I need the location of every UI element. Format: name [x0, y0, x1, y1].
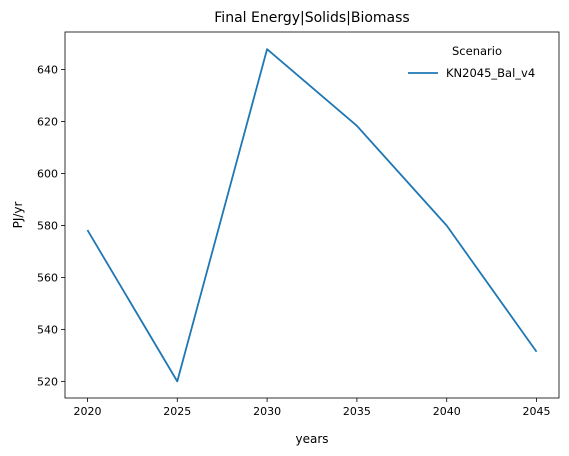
y-tick-label: 520 [37, 375, 58, 388]
x-axis-label: years [295, 432, 328, 446]
x-tick-label: 2030 [253, 405, 281, 418]
legend-title: Scenario [452, 44, 502, 58]
series-layer [86, 48, 538, 383]
y-tick-label: 640 [37, 63, 58, 76]
legend: Scenario KN2045_Bal_v4 [408, 44, 535, 80]
y-axis: 520 540 560 580 600 620 640 [37, 63, 65, 388]
x-tick-label: 2040 [433, 405, 461, 418]
x-tick-label: 2020 [73, 405, 101, 418]
chart-title: Final Energy|Solids|Biomass [214, 10, 409, 26]
series-line-0 [86, 48, 538, 383]
legend-entry: KN2045_Bal_v4 [446, 66, 535, 80]
y-tick-label: 580 [37, 219, 58, 232]
y-tick-label: 620 [37, 115, 58, 128]
y-tick-label: 540 [37, 323, 58, 336]
x-tick-label: 2025 [163, 405, 191, 418]
plot-area [64, 31, 560, 399]
y-tick-label: 560 [37, 271, 58, 284]
x-tick-label: 2035 [343, 405, 371, 418]
x-axis: 2020 2025 2030 2035 2040 2045 [73, 398, 551, 418]
y-axis-label: PJ/yr [11, 202, 25, 229]
y-tick-label: 600 [37, 167, 58, 180]
x-tick-label: 2045 [523, 405, 551, 418]
